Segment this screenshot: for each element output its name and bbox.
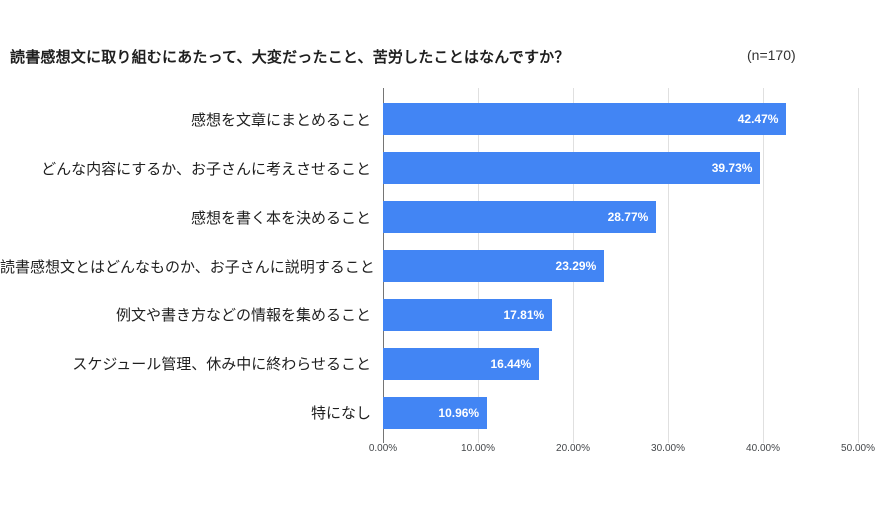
category-label: 読書感想文とはどんなものか、お子さんに説明すること [0,258,375,276]
bar[interactable]: 28.77% [383,201,657,234]
chart-row: 感想を書く本を決めること 28.77% [0,193,885,242]
x-axis-tick-label: 10.00% [461,443,495,454]
bar-track: 17.81% [383,290,885,339]
chart-row: 感想を文章にまとめること 42.47% [0,95,885,144]
x-axis-tick-label: 50.00% [841,443,875,454]
bar-value-label: 42.47% [737,112,779,127]
bar[interactable]: 42.47% [383,103,787,136]
gridline [668,88,669,443]
x-axis-tick-label: 30.00% [651,443,685,454]
bar-value-label: 10.96% [438,405,480,420]
x-axis: 0.00% 10.00% 20.00% 30.00% 40.00% 50.00% [369,443,885,457]
bar-value-label: 23.29% [555,259,597,273]
sample-size-note: (n=170) [747,47,796,63]
category-label: 感想を文章にまとめること [190,111,371,129]
chart-row: どんな内容にするか、お子さんに考えさせること 39.73% [0,144,885,193]
bar-track: 10.96% [383,388,885,437]
chart-row: 例文や書き方などの情報を集めること 17.81% [0,290,885,339]
bar[interactable]: 16.44% [383,347,540,380]
x-axis-tick-label: 40.00% [746,443,780,454]
category-label: 特になし [310,405,371,423]
category-label: どんな内容にするか、お子さんに考えさせること [41,160,371,178]
chart-row: 特になし 10.96% [0,388,885,437]
bar-value-label: 39.73% [711,161,753,176]
bar-track: 16.44% [383,339,885,388]
chart-row: 読書感想文とはどんなものか、お子さんに説明すること 23.29% [0,242,885,291]
bar-rows: 感想を文章にまとめること 42.47% どんな内容にするか、お子さんに考えさせること… [0,95,885,437]
bar[interactable]: 10.96% [383,396,488,429]
category-label: スケジュール管理、休み中に終わらせること [72,356,371,374]
category-label: 例文や書き方などの情報を集めること [115,307,371,325]
gridline [763,88,764,443]
x-axis-tick-label: 0.00% [368,443,398,454]
chart-title: 読書感想文に取り組むにあたって、大変だったこと、苦労したことはなんですか？ [10,49,570,66]
bar[interactable]: 23.29% [383,250,605,282]
bar-track: 28.77% [383,193,885,242]
bar-track: 39.73% [383,144,885,193]
bar-track: 23.29% [383,242,885,291]
bar[interactable]: 17.81% [383,298,553,331]
bar-value-label: 16.44% [490,356,532,371]
bar-track: 42.47% [383,95,885,144]
bar[interactable]: 39.73% [383,152,761,185]
bar-value-label: 17.81% [503,307,545,322]
category-label: 感想を書く本を決めること [190,209,371,227]
chart-row: スケジュール管理、休み中に終わらせること 16.44% [0,339,885,388]
x-axis-tick-label: 20.00% [556,443,590,454]
gridline [858,88,859,443]
bar-value-label: 28.77% [607,210,649,225]
